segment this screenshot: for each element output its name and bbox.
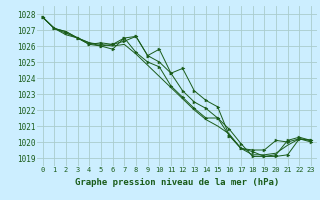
- X-axis label: Graphe pression niveau de la mer (hPa): Graphe pression niveau de la mer (hPa): [75, 178, 279, 187]
